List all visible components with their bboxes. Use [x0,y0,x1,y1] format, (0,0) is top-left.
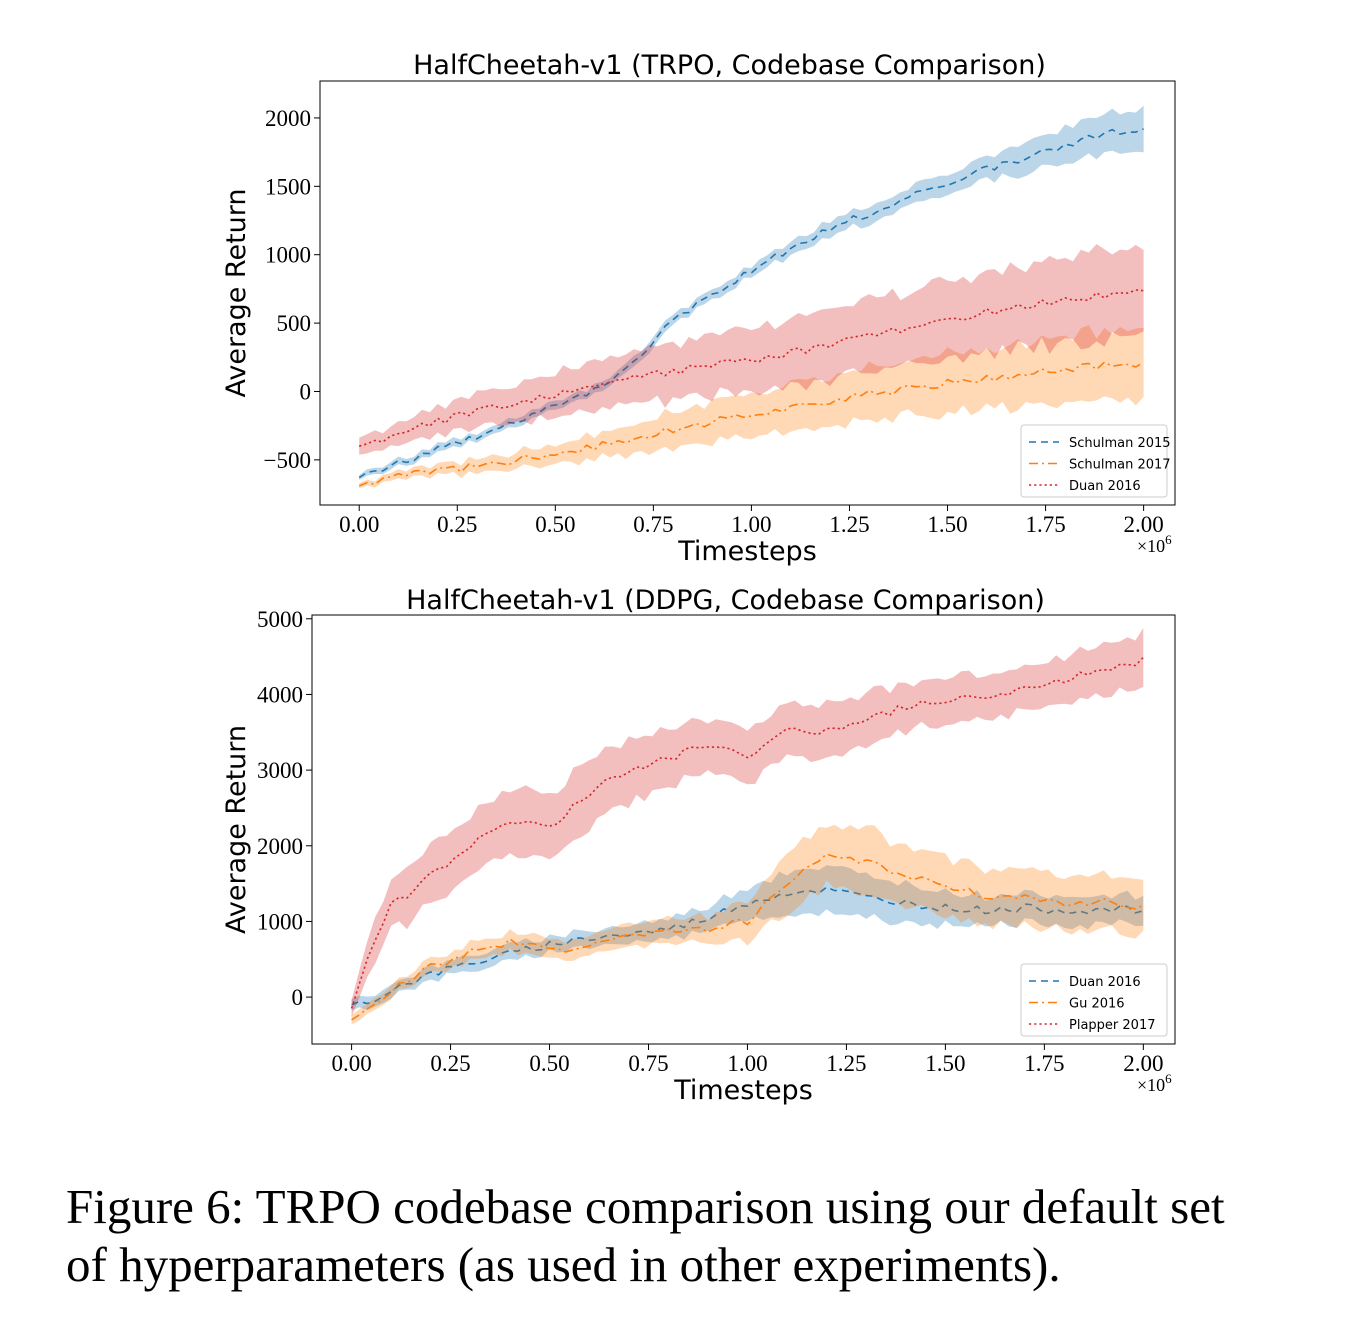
x-tick-label: 2.00 [1123,512,1163,537]
x-tick-label: 1.50 [925,1051,965,1076]
y-tick-label: 5000 [257,607,303,632]
x-tick-label: 2.00 [1123,1051,1163,1076]
y-axis-label: Average Return [221,725,252,934]
legend-box [1020,424,1168,498]
x-multiplier: ×106 [1137,1071,1172,1095]
y-axis-label: Average Return [221,188,252,397]
band-schulman-2015 [359,105,1144,480]
band-plapper-2017 [351,628,1144,1017]
line-gu-2016 [351,853,1144,1021]
band-schulman-2017 [359,325,1144,489]
y-tick-label: 1000 [265,243,311,268]
legend-entry: Duan 2016 [1069,975,1141,990]
band-duan-2016 [359,244,1144,455]
x-tick-label: 0.75 [633,512,673,537]
x-tick-label: 0.75 [628,1051,668,1076]
legend-entry: Schulman 2015 [1069,436,1171,451]
legend: Schulman 2015 Schulman 2017 Duan 2016 [1020,424,1171,498]
legend-entry: Plapper 2017 [1069,1018,1155,1033]
figure-charts: 0.00 0.25 0.50 0.75 1.00 1.25 1.50 1.75 2.00 −500… [221,50,1176,1106]
caption-line-2: of hyperparameters (as used in other exp… [66,1237,1061,1292]
legend-entry: Duan 2016 [1069,479,1141,494]
band-duan-2016 [351,865,1144,1011]
legend-entry: Schulman 2017 [1069,458,1171,473]
legend-box [1020,963,1168,1037]
x-multiplier: ×106 [1137,532,1172,556]
y-tick-label: 2000 [265,106,311,131]
x-tick-label: 0.25 [437,512,477,537]
legend: Duan 2016 Gu 2016 Plapper 2017 [1020,963,1168,1037]
caption-line-1: Figure 6: TRPO codebase comparison using… [66,1179,1225,1234]
line-schulman-2015 [358,128,1144,479]
plot-frame [311,614,1176,1045]
x-tick-label: 0.00 [331,1051,371,1076]
line-plapper-2017 [350,656,1144,1009]
legend-entry: Gu 2016 [1069,997,1125,1012]
chart-2: 0.00 0.25 0.50 0.75 1.00 1.25 1.50 1.75 2.00 0 100… [221,585,1176,1106]
x-tick-label: 1.00 [727,1051,767,1076]
y-tick-label: 4000 [257,682,303,707]
x-tick-label: 1.00 [731,512,771,537]
chart-1: 0.00 0.25 0.50 0.75 1.00 1.25 1.50 1.75 2.00 −500… [221,50,1176,567]
line-duan-2016 [351,886,1144,1006]
chart-title: HalfCheetah-v1 (DDPG, Codebase Compariso… [406,585,1045,616]
x-axis-label: Timesteps [677,536,817,567]
y-tick-label: 0 [292,985,304,1010]
y-tick-label: −500 [264,448,311,473]
x-tick-label: 0.00 [339,512,379,537]
x-tick-label: 0.50 [535,512,575,537]
chart-title: HalfCheetah-v1 (TRPO, Codebase Compariso… [413,50,1046,81]
x-tick-label: 1.50 [927,512,967,537]
y-tick-label: 3000 [257,758,303,783]
x-axis-label: Timesteps [673,1075,813,1106]
x-tick-label: 1.75 [1025,512,1065,537]
line-schulman-2017 [358,361,1145,487]
figure-caption: Figure 6: TRPO codebase comparison using… [66,1178,1356,1294]
x-tick-label: 1.25 [829,512,869,537]
plot-frame [319,80,1176,506]
x-tick-label: 0.25 [430,1051,470,1076]
y-tick-label: 500 [277,311,312,336]
x-tick-label: 1.25 [826,1051,866,1076]
y-tick-label: 1000 [257,909,303,934]
x-tick-label: 0.50 [529,1051,569,1076]
y-tick-label: 1500 [265,174,311,199]
x-tick-label: 1.75 [1024,1051,1064,1076]
y-tick-label: 0 [300,379,312,404]
y-tick-label: 2000 [257,834,303,859]
